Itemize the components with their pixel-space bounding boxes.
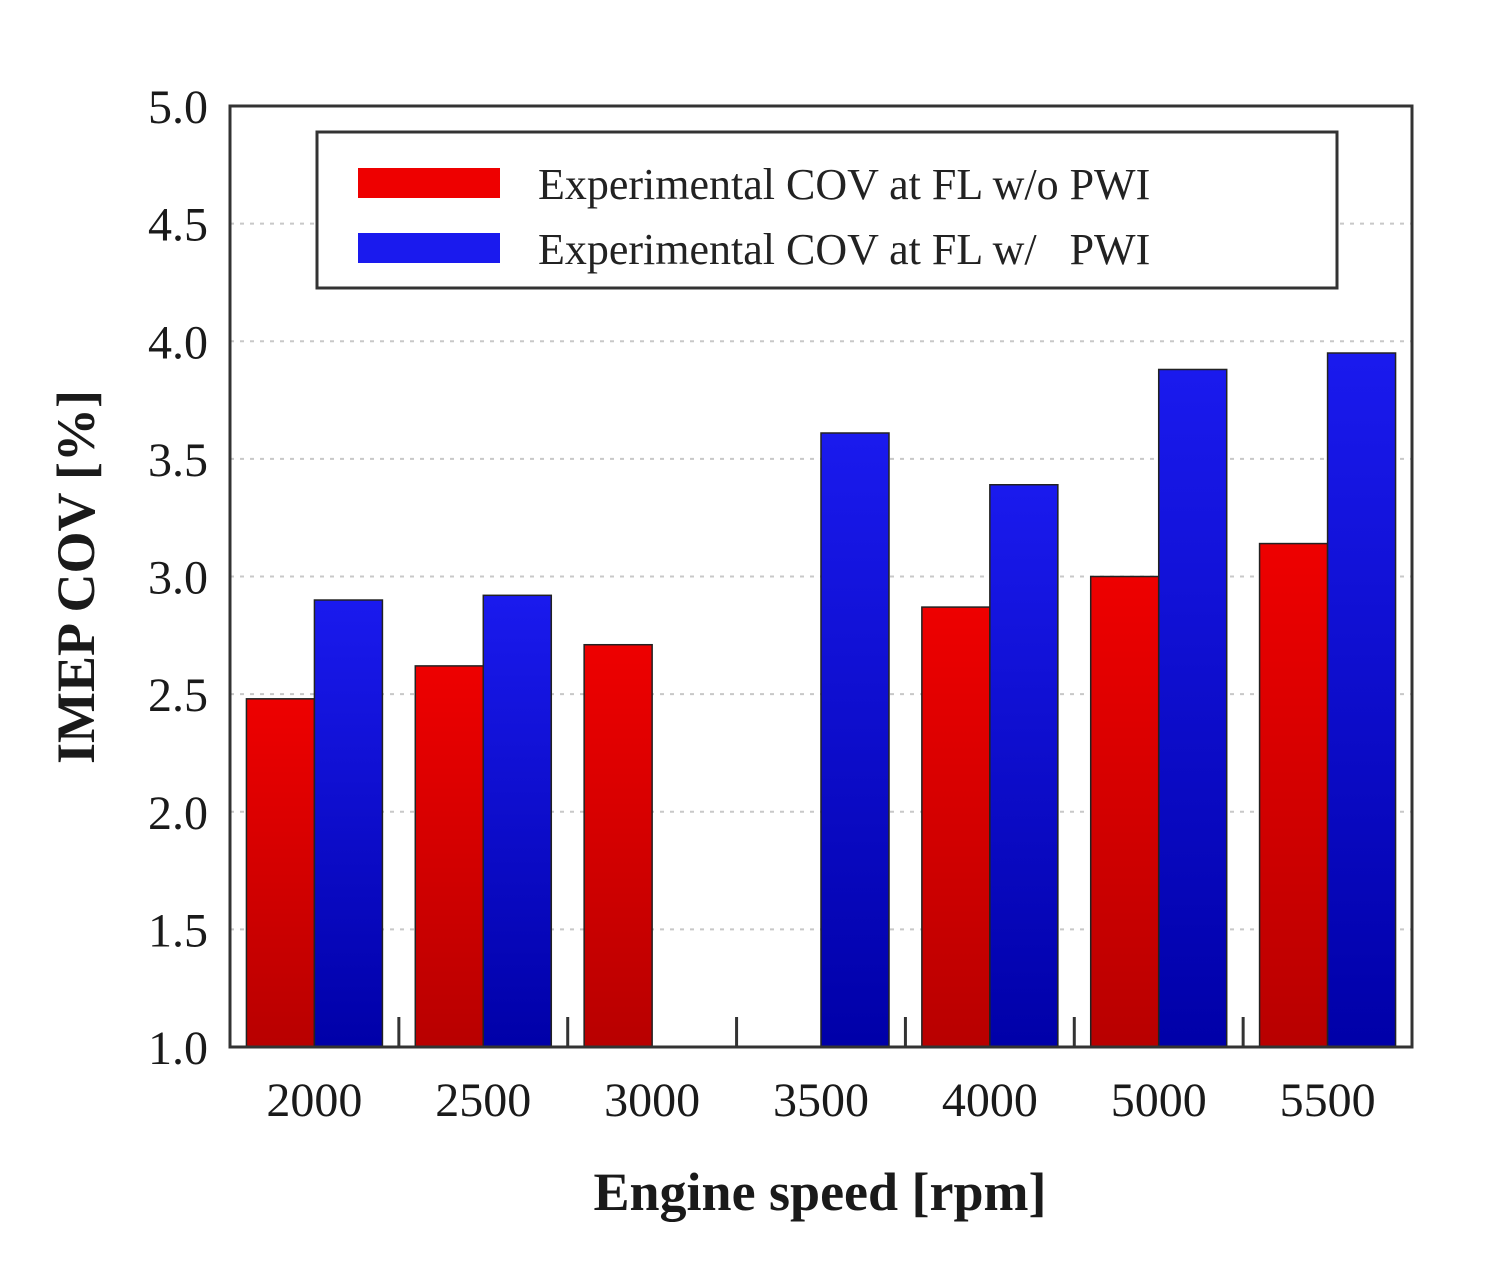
- y-tick-labels: 1.0 1.5 2.0 2.5 3.0 3.5 4.0 4.5 5.0: [148, 81, 208, 1075]
- bar-with-pwi-3500: [820, 432, 890, 1048]
- x-axis-title: Engine speed [rpm]: [593, 1162, 1046, 1222]
- x-tick-labels: 2000 2500 3000 3500 4000 5000 5500: [266, 1074, 1375, 1127]
- bar-with-pwi-4000: [989, 484, 1059, 1048]
- bar-with-pwi-5000: [1157, 368, 1228, 1048]
- y-tick-label: 2.5: [148, 669, 208, 722]
- y-tick-label: 1.0: [148, 1022, 208, 1075]
- bars: [245, 352, 1397, 1048]
- y-tick-label: 2.0: [148, 787, 208, 840]
- y-tick-label: 4.0: [148, 316, 208, 369]
- plot-area-frame: [228, 104, 1414, 1049]
- y-tick-label: 3.5: [148, 434, 208, 487]
- x-tick-label-4000: 4000: [942, 1074, 1038, 1127]
- bar-without-pwi-5500: [1258, 542, 1329, 1048]
- bar-without-pwi-2000: [245, 698, 316, 1048]
- y-tick-label: 1.5: [148, 904, 208, 957]
- y-tick-label: 4.5: [148, 199, 208, 252]
- bar-without-pwi-2500: [414, 665, 485, 1048]
- legend-swatch-with-pwi: [358, 233, 500, 263]
- x-tick-label-5500: 5500: [1280, 1074, 1376, 1127]
- bar-without-pwi-5000: [1089, 575, 1160, 1048]
- legend: Experimental COV at FL w/o PWI Experimen…: [315, 130, 1339, 290]
- y-tick-label: 3.0: [148, 552, 208, 605]
- x-tick-label-3000: 3000: [604, 1074, 700, 1127]
- bar-with-pwi-5500: [1326, 352, 1397, 1048]
- y-tick-label: 5.0: [148, 81, 208, 134]
- x-tick-label-2000: 2000: [266, 1074, 362, 1127]
- x-tick-marks: [397, 1017, 1245, 1047]
- bar-with-pwi-2500: [482, 594, 553, 1048]
- legend-swatch-without-pwi: [358, 168, 500, 198]
- y-axis-title: IMEP COV [%]: [46, 390, 106, 764]
- bar-without-pwi-4000: [921, 606, 991, 1048]
- legend-label-with-pwi: Experimental COV at FL w/ PWI: [538, 225, 1150, 274]
- x-tick-label-2500: 2500: [435, 1074, 531, 1127]
- legend-label-without-pwi: Experimental COV at FL w/o PWI: [538, 160, 1150, 209]
- legend-box: [315, 130, 1339, 290]
- bar-with-pwi-2000: [313, 599, 384, 1048]
- bar-without-pwi-3000: [583, 643, 653, 1048]
- x-tick-label-3500: 3500: [773, 1074, 869, 1127]
- x-tick-label-5000: 5000: [1111, 1074, 1207, 1127]
